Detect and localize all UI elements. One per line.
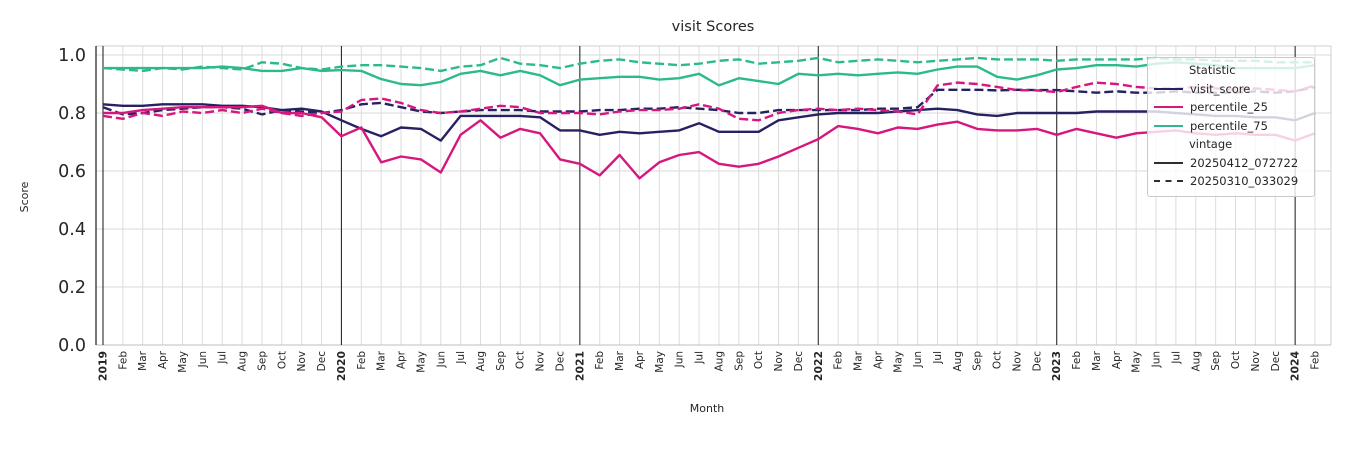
svg-text:Jul: Jul [217, 351, 229, 365]
svg-text:Jul: Jul [932, 351, 944, 365]
svg-text:visit Scores: visit Scores [672, 19, 755, 35]
legend-title: Statistic [1189, 63, 1236, 77]
svg-text:Score: Score [18, 181, 31, 212]
legend-item-percentile-75: percentile_75 [1154, 117, 1308, 136]
svg-text:Apr: Apr [1111, 350, 1123, 369]
percentile-75-line-swatch [1154, 124, 1183, 127]
legend-item-label: 20250310_033029 [1190, 174, 1299, 188]
svg-text:2023: 2023 [1050, 351, 1063, 381]
svg-text:2021: 2021 [573, 351, 586, 381]
svg-text:Nov: Nov [1250, 351, 1262, 372]
svg-text:Aug: Aug [475, 351, 487, 372]
vintage-dashed-line-swatch [1154, 180, 1183, 183]
svg-text:Feb: Feb [356, 351, 368, 370]
svg-text:Sep: Sep [733, 351, 745, 371]
legend-item-vintage-dashed: 20250310_033029 [1154, 172, 1308, 191]
vintage-solid-line-swatch [1154, 161, 1183, 164]
svg-text:Mar: Mar [614, 350, 626, 370]
legend-item-vintage-solid: 20250412_072722 [1154, 154, 1308, 173]
percentile-25-line-swatch [1154, 106, 1183, 109]
svg-text:0.0: 0.0 [58, 336, 86, 356]
svg-text:0.6: 0.6 [58, 162, 86, 182]
svg-text:Dec: Dec [555, 351, 567, 372]
svg-text:Mar: Mar [853, 350, 865, 370]
svg-text:Mar: Mar [1091, 350, 1103, 370]
svg-text:2019: 2019 [97, 351, 110, 381]
svg-text:Jun: Jun [197, 351, 209, 368]
svg-text:Month: Month [690, 402, 725, 415]
visit-score-line-swatch [1154, 87, 1183, 90]
svg-text:Aug: Aug [1190, 351, 1202, 372]
svg-text:Dec: Dec [1270, 351, 1282, 372]
svg-text:2020: 2020 [335, 351, 348, 381]
svg-text:Sep: Sep [257, 351, 269, 371]
svg-text:Nov: Nov [296, 351, 308, 372]
svg-text:2024: 2024 [1289, 351, 1302, 382]
svg-text:May: May [892, 351, 904, 373]
svg-text:May: May [415, 351, 427, 373]
svg-text:Apr: Apr [634, 350, 646, 369]
svg-text:Jun: Jun [435, 351, 447, 368]
svg-text:Feb: Feb [117, 351, 129, 370]
legend-item-label: 20250412_072722 [1190, 155, 1299, 170]
legend-item-percentile-25: percentile_25 [1154, 98, 1308, 117]
svg-text:Nov: Nov [1012, 351, 1024, 372]
svg-text:2022: 2022 [812, 351, 825, 381]
svg-text:Apr: Apr [157, 350, 169, 369]
svg-text:Oct: Oct [753, 351, 765, 369]
legend-item-label: percentile_25 [1190, 100, 1268, 114]
svg-text:May: May [177, 351, 189, 373]
svg-text:Apr: Apr [396, 350, 408, 369]
svg-text:Aug: Aug [713, 351, 725, 372]
svg-text:Nov: Nov [535, 351, 547, 372]
svg-text:Jun: Jun [1151, 351, 1163, 368]
svg-text:Jul: Jul [1170, 351, 1182, 365]
svg-text:Mar: Mar [137, 350, 149, 370]
svg-text:Jul: Jul [455, 351, 467, 365]
svg-text:1.0: 1.0 [58, 46, 86, 66]
svg-text:0.8: 0.8 [58, 104, 86, 124]
svg-text:Sep: Sep [495, 351, 507, 371]
svg-text:Oct: Oct [515, 351, 527, 369]
svg-text:Dec: Dec [793, 351, 805, 372]
svg-text:Dec: Dec [316, 351, 328, 372]
svg-text:Feb: Feb [1310, 351, 1322, 370]
svg-text:Apr: Apr [872, 350, 884, 369]
svg-text:Jun: Jun [912, 351, 924, 368]
svg-text:May: May [1131, 351, 1143, 373]
legend-item-label: percentile_75 [1190, 118, 1268, 133]
svg-text:Aug: Aug [237, 351, 249, 372]
svg-text:Sep: Sep [1210, 351, 1222, 371]
svg-text:Nov: Nov [773, 351, 785, 372]
svg-text:0.4: 0.4 [58, 220, 86, 240]
legend-item-label: visit_score [1190, 81, 1251, 96]
svg-text:0.2: 0.2 [58, 278, 86, 298]
svg-text:Jul: Jul [694, 351, 706, 365]
svg-text:Dec: Dec [1031, 351, 1043, 372]
legend-item-visit-score: visit_score [1154, 80, 1308, 99]
svg-text:Jun: Jun [674, 351, 686, 368]
legend-subtitle-vintage: vintage [1189, 137, 1233, 151]
legend: Statistic visit_score percentile_25 perc… [1147, 57, 1315, 197]
svg-text:Mar: Mar [376, 350, 388, 370]
svg-text:May: May [654, 351, 666, 373]
svg-text:Oct: Oct [1230, 351, 1242, 369]
svg-text:Aug: Aug [952, 351, 964, 372]
svg-text:Oct: Oct [276, 351, 288, 369]
svg-text:Feb: Feb [1071, 351, 1083, 370]
svg-text:Sep: Sep [972, 351, 984, 371]
svg-text:Feb: Feb [833, 351, 845, 370]
svg-text:Oct: Oct [992, 351, 1004, 369]
svg-text:Feb: Feb [594, 351, 606, 370]
